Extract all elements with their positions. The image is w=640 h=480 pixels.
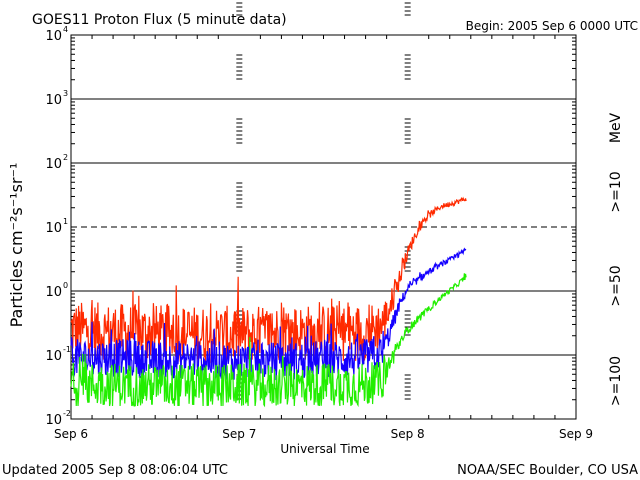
series-line-ge100 (70, 273, 467, 408)
x-tick-label: Sep 8 (391, 427, 425, 441)
credit-text: NOAA/SEC Boulder, CO USA (457, 463, 638, 478)
gridlines (71, 98, 576, 356)
y-tick-exponent: -1 (63, 345, 71, 354)
y-tick-label: 10 (45, 285, 62, 300)
y-tick-label: 10 (45, 349, 62, 364)
energy-unit: MeV (608, 112, 624, 143)
legend-ge10: >=10 (608, 171, 624, 212)
updated-timestamp: Updated 2005 Sep 8 08:06:04 UTC (2, 463, 228, 478)
y-tick-label: 10 (45, 29, 62, 44)
legend-ge50: >=50 (608, 265, 624, 306)
chart-title: GOES11 Proton Flux (5 minute data) (32, 12, 287, 28)
y-tick-label: 10 (45, 413, 62, 428)
y-axis-label: Particles cm⁻²s⁻¹sr⁻¹ (7, 163, 26, 328)
y-tick-exponent: 1 (63, 217, 68, 226)
x-tick-label: Sep 6 (54, 427, 88, 441)
begin-time: Begin: 2005 Sep 6 0000 UTC (466, 19, 638, 33)
data-series (70, 196, 467, 408)
series-line-ge10 (70, 196, 467, 364)
y-tick-label: 10 (45, 221, 62, 236)
y-tick-exponent: 0 (63, 281, 68, 290)
x-tick-label: Sep 7 (222, 427, 256, 441)
y-tick-label: 10 (45, 157, 62, 172)
x-axis-label: Universal Time (280, 442, 369, 456)
y-tick-exponent: -2 (63, 409, 71, 418)
y-tick-exponent: 3 (63, 89, 68, 98)
y-tick-exponent: 4 (63, 25, 68, 34)
y-tick-exponent: 2 (63, 153, 68, 162)
legend-ge100: >=100 (608, 356, 624, 406)
x-tick-labels: Sep 6 Sep 7 Sep 8 Sep 9 (54, 427, 593, 441)
y-tick-label: 10 (45, 93, 62, 108)
x-tick-label: Sep 9 (559, 427, 593, 441)
